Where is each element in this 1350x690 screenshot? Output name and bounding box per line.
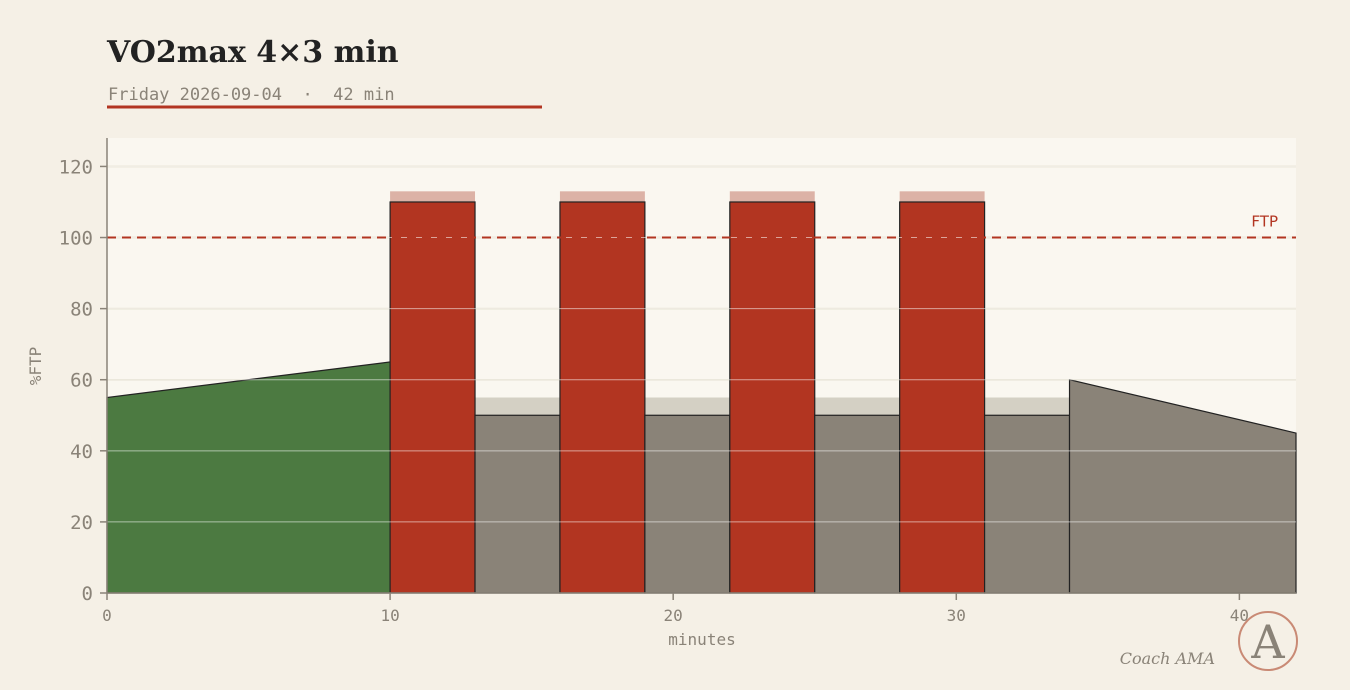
interval-bar-5 xyxy=(729,201,816,594)
chart-title: VO2max 4×3 min xyxy=(106,35,399,70)
brand-logo-icon xyxy=(1238,611,1298,671)
ftp-label: FTP xyxy=(1251,213,1278,231)
brand-name: Coach AMA xyxy=(1120,649,1215,668)
y-tick-label-20: 20 xyxy=(70,512,93,534)
chart-subtitle: Friday 2026-09-04 · 42 min xyxy=(108,85,395,105)
axes: 0 20 40 60 80 100 120 0 10 20 30 40 xyxy=(59,138,1296,625)
x-tick-label-0: 0 xyxy=(102,606,112,625)
recovery-target-band-8 xyxy=(984,397,1070,416)
recovery-bar-8 xyxy=(983,414,1071,594)
interval-target-band-5 xyxy=(729,191,815,202)
recovery-target-band-6 xyxy=(814,397,900,416)
x-tick-label-30: 30 xyxy=(947,606,966,625)
recovery-bar-4 xyxy=(644,414,731,594)
interval-bar-3 xyxy=(559,201,646,594)
interval-bar-7 xyxy=(899,201,986,594)
target-bands xyxy=(390,191,1070,416)
x-tick-label-20: 20 xyxy=(664,606,683,625)
y-tick-label-80: 80 xyxy=(70,299,93,321)
recovery-target-band-2 xyxy=(475,397,560,416)
y-tick-label-60: 60 xyxy=(70,370,93,392)
interval-bar-1 xyxy=(389,201,476,594)
x-tick-label-10: 10 xyxy=(380,606,399,625)
interval-target-band-7 xyxy=(899,191,985,202)
x-tick-label-40: 40 xyxy=(1230,606,1249,625)
y-tick-label-40: 40 xyxy=(70,441,93,463)
ftp-reference: FTP xyxy=(107,213,1296,239)
recovery-bar-6 xyxy=(814,414,901,594)
grid-overlay xyxy=(107,165,1296,523)
interval-target-band-1 xyxy=(390,191,476,202)
interval-target-band-3 xyxy=(559,191,645,202)
recovery-target-band-4 xyxy=(644,397,730,416)
x-axis-label: minutes xyxy=(668,630,735,649)
y-axis-label: %FTP xyxy=(26,347,45,386)
warmup-ramp xyxy=(106,361,391,594)
brand-monogram: A xyxy=(1250,615,1285,669)
y-tick-label-100: 100 xyxy=(59,228,93,250)
y-tick-label-0: 0 xyxy=(82,583,93,605)
y-tick-label-120: 120 xyxy=(59,156,93,178)
recovery-bar-2 xyxy=(474,414,561,594)
